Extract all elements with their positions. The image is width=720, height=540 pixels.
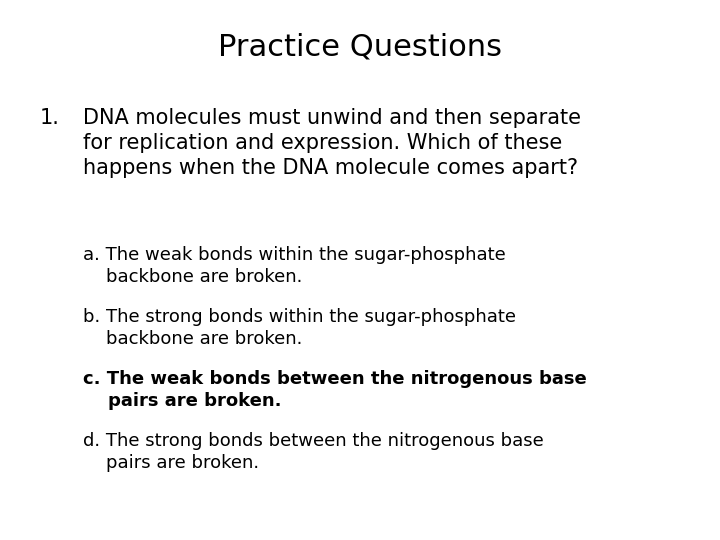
- Text: b. The strong bonds within the sugar-phosphate
    backbone are broken.: b. The strong bonds within the sugar-pho…: [83, 308, 516, 348]
- Text: 1.: 1.: [40, 108, 60, 128]
- Text: DNA molecules must unwind and then separate
for replication and expression. Whic: DNA molecules must unwind and then separ…: [83, 108, 581, 178]
- Text: d. The strong bonds between the nitrogenous base
    pairs are broken.: d. The strong bonds between the nitrogen…: [83, 432, 544, 472]
- Text: c. The weak bonds between the nitrogenous base
    pairs are broken.: c. The weak bonds between the nitrogenou…: [83, 370, 587, 410]
- Text: a. The weak bonds within the sugar-phosphate
    backbone are broken.: a. The weak bonds within the sugar-phosp…: [83, 246, 505, 286]
- Text: Practice Questions: Practice Questions: [218, 32, 502, 62]
